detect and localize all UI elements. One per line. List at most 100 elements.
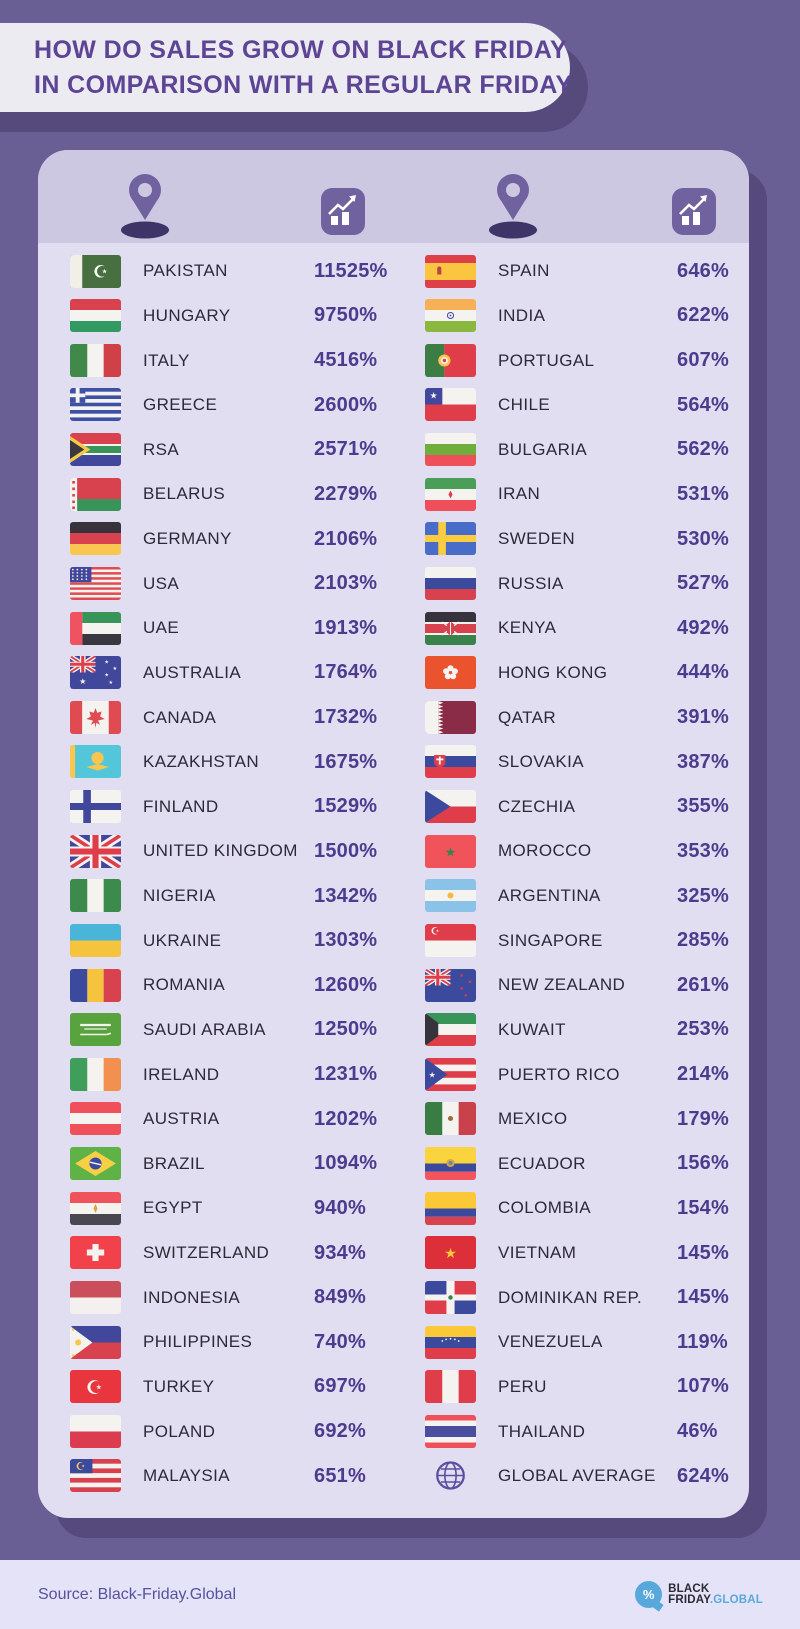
svg-text:★: ★ xyxy=(444,1246,457,1262)
table-row: ★ VIETNAM 145% xyxy=(393,1231,749,1276)
table-row: SWEDEN 530% xyxy=(393,517,749,562)
country-name: HUNGARY xyxy=(143,305,231,325)
growth-value: 285% xyxy=(677,929,729,952)
country-name: ITALY xyxy=(143,350,190,370)
country-name: GERMANY xyxy=(143,529,232,549)
country-name: ECUADOR xyxy=(498,1153,586,1173)
flag-portugal xyxy=(425,343,476,377)
growth-value: 697% xyxy=(314,1375,366,1398)
table-row: ☪ PAKISTAN 11525% xyxy=(38,249,393,294)
country-name: FINLAND xyxy=(143,796,219,816)
flag-morocco: ★ xyxy=(425,834,476,868)
country-name: ROMANIA xyxy=(143,975,226,995)
growth-value: 391% xyxy=(677,706,729,729)
table-row: UAE 1913% xyxy=(38,606,393,651)
flag-rsa xyxy=(70,433,121,466)
table-row: PERU 107% xyxy=(393,1365,749,1410)
growth-value: 179% xyxy=(677,1107,729,1130)
svg-text:☪: ☪ xyxy=(93,262,109,282)
flag-australia: ★ ★ ★ ★ ★ xyxy=(70,656,121,690)
globe-icon xyxy=(425,1459,476,1492)
growth-value: 1250% xyxy=(314,1018,378,1041)
flag-egypt xyxy=(70,1191,121,1225)
flag-belarus xyxy=(70,477,121,511)
table-row: ★ MOROCCO 353% xyxy=(393,829,749,874)
table-row: ☪ TURKEY 697% xyxy=(38,1365,393,1410)
country-name: KENYA xyxy=(498,618,557,638)
growth-value: 2600% xyxy=(314,393,378,416)
flag-pakistan: ☪ xyxy=(70,254,121,288)
table-row: KENYA 492% xyxy=(393,606,749,651)
growth-value: 261% xyxy=(677,973,729,996)
sales-growth-icon xyxy=(672,188,716,240)
table-row: ☪ SINGAPORE 285% xyxy=(393,918,749,963)
country-name: BULGARIA xyxy=(498,439,588,459)
growth-value: 1500% xyxy=(314,839,378,862)
flag-qatar xyxy=(425,700,476,734)
flag-hong-kong xyxy=(425,656,476,690)
flag-spain xyxy=(425,254,476,288)
growth-value: 1202% xyxy=(314,1107,378,1130)
table-row: ★ PUERTO RICO 214% xyxy=(393,1052,749,1097)
growth-value: 1732% xyxy=(314,706,378,729)
table-row: UNITED KINGDOM 1500% xyxy=(38,829,393,874)
flag-italy xyxy=(70,343,121,377)
flag-colombia xyxy=(425,1191,476,1225)
country-name: RSA xyxy=(143,439,180,459)
growth-value: 214% xyxy=(677,1063,729,1086)
country-name: GLOBAL AVERAGE xyxy=(498,1466,656,1486)
country-name: CHILE xyxy=(498,395,551,415)
page-title-line2: IN COMPARISON WITH A REGULAR FRIDAY xyxy=(34,71,573,99)
table-row: HUNGARY 9750% xyxy=(38,294,393,339)
country-name: COLOMBIA xyxy=(498,1198,591,1218)
country-name: IRAN xyxy=(498,484,541,504)
table-row: ★ ★ ★ ★ ★ AUSTRALIA 1764% xyxy=(38,651,393,696)
growth-value: 492% xyxy=(677,616,729,639)
flag-thailand xyxy=(425,1414,476,1448)
flag-ireland xyxy=(70,1057,121,1091)
svg-text:★: ★ xyxy=(428,1069,435,1079)
flag-india xyxy=(425,299,476,333)
growth-value: 154% xyxy=(677,1196,729,1219)
flag-vietnam: ★ xyxy=(425,1236,476,1270)
black-friday-global-logo: % BLACK FRIDAY.GLOBAL xyxy=(635,1560,763,1629)
flag-peru xyxy=(425,1370,476,1404)
country-name: THAILAND xyxy=(498,1421,586,1441)
growth-value: 145% xyxy=(677,1286,729,1309)
percent-bubble-icon: % xyxy=(635,1581,663,1608)
country-name: GREECE xyxy=(143,395,218,415)
svg-text:★: ★ xyxy=(109,680,114,686)
flag-austria xyxy=(70,1102,121,1136)
growth-value: 651% xyxy=(314,1464,366,1487)
country-name: TURKEY xyxy=(143,1376,215,1396)
table-row: ECUADOR 156% xyxy=(393,1142,749,1187)
flag-kazakhstan xyxy=(70,745,121,779)
growth-value: 692% xyxy=(314,1420,366,1443)
growth-value: 2103% xyxy=(314,572,378,595)
table-row: CANADA 1732% xyxy=(38,695,393,740)
flag-mexico xyxy=(425,1102,476,1136)
growth-value: 353% xyxy=(677,839,729,862)
flag-finland xyxy=(70,790,121,823)
flag-slovakia xyxy=(425,745,476,779)
growth-value: 1342% xyxy=(314,884,378,907)
country-name: BELARUS xyxy=(143,484,226,504)
country-name: KUWAIT xyxy=(498,1019,566,1039)
growth-value: 1260% xyxy=(314,973,378,996)
table-row: SPAIN 646% xyxy=(393,249,749,294)
country-name: PORTUGAL xyxy=(498,350,595,370)
growth-value: 624% xyxy=(677,1464,729,1487)
country-name: PERU xyxy=(498,1376,547,1396)
table-row: BRAZIL 1094% xyxy=(38,1142,393,1187)
country-name: NIGERIA xyxy=(143,886,216,906)
table-column-left: ☪ PAKISTAN 11525% HUNGARY 9750% ITALY 4516% GRE… xyxy=(38,243,393,1499)
table-row: INDONESIA 849% xyxy=(38,1275,393,1320)
growth-value: 2106% xyxy=(314,527,378,550)
flag-uae xyxy=(70,611,121,645)
country-name: KAZAKHSTAN xyxy=(143,752,260,772)
country-name: INDONESIA xyxy=(143,1287,241,1307)
growth-value: 1913% xyxy=(314,616,378,639)
growth-value: 934% xyxy=(314,1241,366,1264)
flag-chile: ★ xyxy=(425,388,476,422)
location-pin-icon xyxy=(119,164,171,247)
